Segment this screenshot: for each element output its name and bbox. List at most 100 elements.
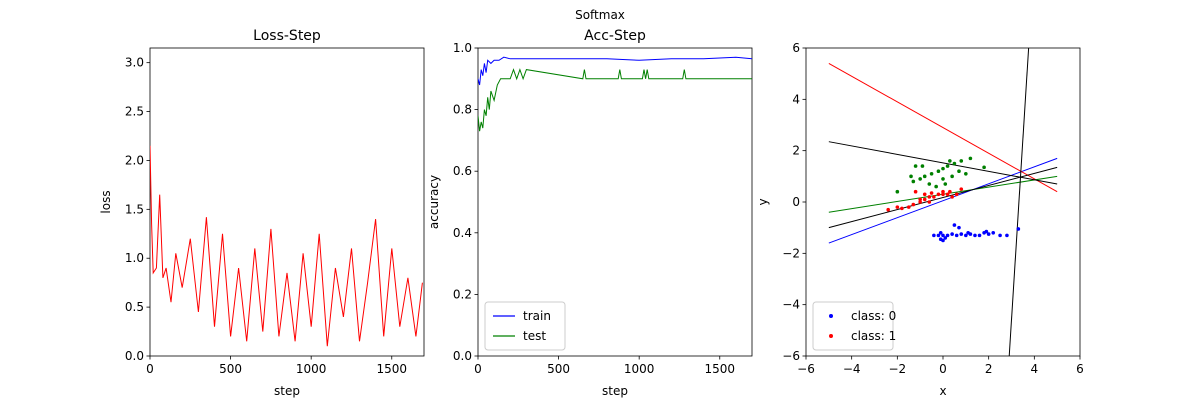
scatter-xtick-label: 4 <box>1031 362 1039 376</box>
scatter-xtick-label: −4 <box>843 362 861 376</box>
scatter-black-boundary-2 <box>828 141 1058 185</box>
loss-xtick-label: 1500 <box>376 362 407 376</box>
scatter-point-class-1 <box>906 205 911 209</box>
loss-ytick-label: 2.5 <box>125 105 144 119</box>
scatter-point-class-green <box>968 156 973 161</box>
acc-ytick-label: 0.8 <box>453 103 472 117</box>
scatter-blue-boundary <box>828 157 1058 244</box>
acc-xtick-label: 500 <box>547 362 570 376</box>
loss-xtick: 1000 <box>296 356 327 376</box>
scatter-point-class-0 <box>936 233 941 238</box>
scatter-point-class-1 <box>922 197 927 202</box>
acc-series-train <box>478 56 752 86</box>
acc-ytick-label: 0.4 <box>453 226 472 240</box>
scatter-legend-box <box>812 301 894 351</box>
scatter-point-class-1 <box>895 205 900 209</box>
scatter-point-class-0 <box>977 233 982 238</box>
scatter-point-class-1 <box>945 192 950 197</box>
scatter-legend: class: 0 class: 1 <box>812 301 896 351</box>
scatter-xtick: 2 <box>985 356 993 376</box>
loss-ytick: 2.0 <box>125 153 150 167</box>
scatter-red-boundary <box>828 62 1058 193</box>
loss-ytick: 0.0 <box>125 349 150 363</box>
scatter-legend-marker <box>829 314 833 318</box>
scatter-ytick-label: 0 <box>792 195 800 209</box>
scatter-xtick-label: 0 <box>939 362 947 376</box>
loss-xtick: 0 <box>146 356 154 376</box>
acc-legend-box <box>484 301 566 351</box>
scatter-ytick: −2 <box>782 246 806 260</box>
loss-ytick: 0.5 <box>125 300 150 314</box>
scatter-point-class-0 <box>984 229 989 234</box>
scatter-point-class-green <box>918 177 922 181</box>
scatter-point-class-green <box>943 182 948 186</box>
scatter-point-class-green <box>950 174 954 179</box>
acc-step-chart: Acc-Step step accuracy 0 500 1000 1500 0.0 0.… <box>427 28 753 398</box>
scatter-ytick-label: 6 <box>792 41 800 55</box>
scatter-point-class-green <box>941 177 945 181</box>
scatter-xtick-label: 2 <box>985 362 993 376</box>
loss-ytick-label: 1.0 <box>125 251 144 265</box>
scatter-point-class-1 <box>950 195 954 199</box>
scatter-ytick: 6 <box>792 41 806 55</box>
acc-ytick: 0.8 <box>453 103 478 117</box>
scatter-point-class-green <box>941 166 945 171</box>
loss-ytick-label: 2.0 <box>125 153 144 167</box>
scatter-point-class-0 <box>959 232 964 236</box>
scatter-ytick-label: 4 <box>792 92 800 106</box>
scatter-xtick: −2 <box>888 356 906 376</box>
decision-boundary-chart: x y −6 −4 −2 0 2 4 6 −6 −4 −2 0 2 4 6 class: 0 class: 1 <box>756 41 1084 398</box>
scatter-ytick: 0 <box>792 195 806 209</box>
scatter-point-class-0 <box>986 232 991 236</box>
scatter-point-class-0 <box>957 225 961 230</box>
loss-ytick: 3.0 <box>125 56 150 70</box>
loss-chart-xlabel: step <box>274 384 300 398</box>
acc-legend: train test <box>484 301 566 351</box>
scatter-ytick-label: −6 <box>782 349 800 363</box>
scatter-ytick: 2 <box>792 144 806 158</box>
figure-suptitle: Softmax <box>575 8 625 22</box>
scatter-point-class-0 <box>932 233 936 238</box>
loss-xtick-label: 500 <box>219 362 242 376</box>
scatter-point-class-0 <box>941 238 945 243</box>
loss-step-chart: Loss-Step step loss 0 500 1000 1500 0.0 0.5 1.… <box>99 28 425 398</box>
scatter-point-class-0 <box>950 232 954 236</box>
acc-ytick-label: 1.0 <box>453 41 472 55</box>
scatter-xtick: −4 <box>843 356 861 376</box>
loss-xtick-label: 1000 <box>296 362 327 376</box>
scatter-point-class-0 <box>998 233 1002 238</box>
scatter-point-class-1 <box>922 192 927 197</box>
acc-ytick-label: 0.2 <box>453 287 472 301</box>
scatter-point-class-green <box>948 159 952 163</box>
scatter-black-boundary-3 <box>1008 48 1030 356</box>
scatter-point-class-0 <box>954 233 959 238</box>
scatter-point-class-0 <box>991 231 996 235</box>
scatter-point-class-1 <box>936 192 941 197</box>
loss-xtick: 500 <box>219 356 242 376</box>
scatter-point-class-green <box>936 169 941 173</box>
loss-ytick: 1.0 <box>125 251 150 265</box>
scatter-point-class-green <box>895 189 900 194</box>
acc-legend-label: train <box>523 309 551 323</box>
scatter-point-class-1 <box>918 200 922 204</box>
acc-chart-ylabel: accuracy <box>427 175 441 229</box>
scatter-point-class-green <box>934 184 938 189</box>
scatter-point-class-1 <box>927 200 932 204</box>
scatter-point-class-1 <box>927 195 932 199</box>
scatter-xtick-label: −2 <box>888 362 906 376</box>
scatter-point-class-green <box>952 161 957 166</box>
scatter-ytick-label: 2 <box>792 144 800 158</box>
scatter-xtick: −6 <box>797 356 815 376</box>
acc-xtick: 500 <box>547 356 570 376</box>
scatter-point-class-1 <box>948 189 952 194</box>
scatter-point-class-1 <box>959 187 964 191</box>
scatter-point-class-0 <box>943 236 948 240</box>
scatter-ytick: −6 <box>782 349 806 363</box>
scatter-point-class-0 <box>973 233 977 238</box>
loss-series-loss <box>150 145 423 347</box>
acc-chart-xlabel: step <box>602 384 628 398</box>
scatter-point-class-green <box>945 164 950 168</box>
scatter-ytick-label: −4 <box>782 298 800 312</box>
scatter-chart-ylabel: y <box>756 198 770 205</box>
scatter-ytick: −4 <box>782 298 806 312</box>
